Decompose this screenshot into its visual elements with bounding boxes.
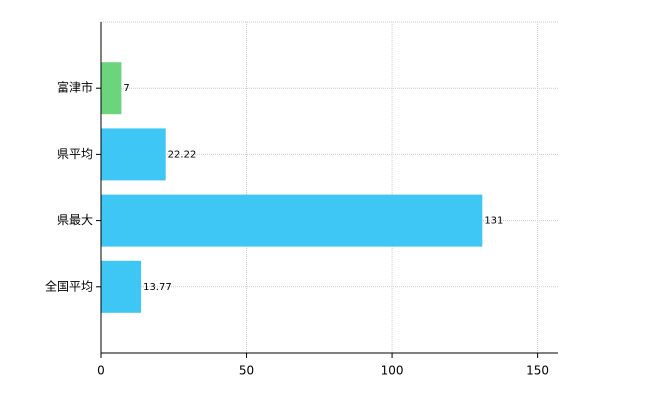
- x-tick-label: 50: [239, 364, 254, 378]
- y-tick-label: 富津市: [57, 80, 93, 95]
- x-tick-label: 0: [97, 364, 105, 378]
- bar: [101, 128, 166, 181]
- y-tick-label: 県最大: [57, 213, 93, 227]
- value-label: 131: [484, 216, 503, 227]
- value-label: 13.77: [143, 282, 172, 293]
- bar: [101, 260, 142, 313]
- value-label: 7: [123, 83, 129, 94]
- bar: [101, 194, 483, 247]
- x-tick-label: 150: [526, 364, 549, 378]
- value-label: 22.22: [168, 149, 197, 160]
- x-tick-label: 100: [381, 364, 404, 378]
- bar: [101, 62, 122, 115]
- y-tick-label: 県平均: [57, 147, 93, 161]
- y-tick-label: 全国平均: [45, 278, 93, 293]
